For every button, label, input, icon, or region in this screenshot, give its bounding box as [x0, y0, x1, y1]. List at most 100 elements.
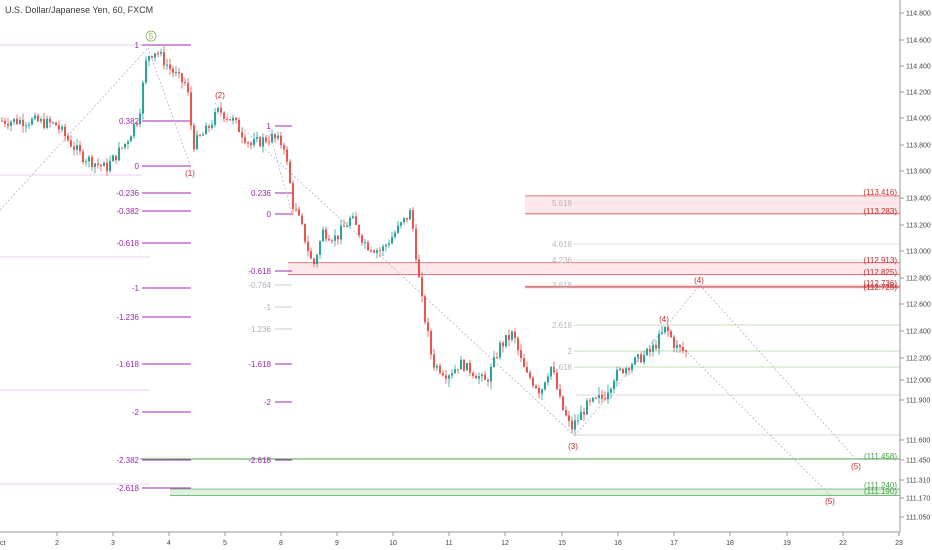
- time-tick-label: 15: [558, 540, 566, 547]
- candle-body: [619, 368, 621, 370]
- fib-left-label: -2.618: [116, 484, 139, 493]
- time-tick-label: 8: [279, 540, 283, 547]
- support-zone: [170, 489, 900, 496]
- price-tick-label: 112.400: [906, 329, 931, 336]
- fib-right-label: 1.618: [552, 363, 573, 372]
- candle-body: [553, 366, 555, 373]
- trend-line: [147, 47, 191, 166]
- candle-body: [514, 331, 516, 339]
- candle-body: [295, 209, 297, 211]
- candle-body: [544, 382, 546, 390]
- candle-body: [346, 225, 348, 227]
- candle-body: [427, 322, 429, 332]
- candle-body: [496, 357, 498, 359]
- price-tick-label: 114.400: [906, 64, 931, 71]
- candle-body: [370, 250, 372, 252]
- candle-body: [235, 117, 237, 120]
- trend-line: [267, 125, 293, 215]
- candle-body: [625, 368, 627, 374]
- candle-body: [505, 334, 507, 347]
- time-tick-label: 11: [445, 540, 452, 547]
- candle-body: [61, 126, 63, 130]
- candle-body: [535, 385, 537, 388]
- candle-body: [628, 368, 630, 370]
- candle-body: [247, 142, 249, 144]
- candle-body: [82, 151, 84, 163]
- candle-body: [181, 73, 183, 83]
- candle-body: [376, 250, 378, 253]
- candle-body: [661, 332, 663, 334]
- fib-middle-label: -2.618: [248, 456, 271, 465]
- price-tick-label: 111.170: [906, 496, 930, 503]
- fib-left-label: 1: [135, 41, 140, 50]
- candle-body: [388, 243, 390, 245]
- candle-body: [595, 397, 597, 399]
- candle-body: [10, 121, 12, 126]
- time-tick-label: 10: [389, 540, 397, 547]
- candle-body: [664, 326, 666, 333]
- candle-body: [592, 397, 594, 402]
- candle-body: [541, 389, 543, 394]
- time-tick-label: 5: [223, 540, 227, 547]
- candle-body: [340, 225, 342, 240]
- candle-body: [274, 133, 276, 139]
- candle-body: [511, 331, 513, 340]
- candle-body: [76, 145, 78, 150]
- candle-body: [229, 119, 231, 121]
- candle-body: [265, 137, 267, 142]
- candle-body: [355, 216, 357, 226]
- wave-label: (3): [568, 442, 578, 451]
- candle-body: [220, 107, 222, 113]
- time-tick-label: 23: [895, 540, 903, 547]
- candle-body: [139, 113, 141, 125]
- candle-body: [508, 334, 510, 340]
- candle-body: [268, 141, 270, 143]
- candle-body: [646, 348, 648, 356]
- candle-body: [316, 254, 318, 265]
- candle-body: [685, 350, 687, 352]
- time-tick-label: 22: [839, 540, 847, 547]
- price-level-labels: (113.416) (113.283) (112.913) (112.825) (112…: [863, 188, 897, 496]
- candle-body: [634, 357, 636, 365]
- price-tick-label: 113.000: [906, 249, 931, 256]
- price-level-label: (111.190): [864, 487, 897, 496]
- candle-body: [478, 376, 480, 379]
- candle-body: [361, 235, 363, 243]
- candle-body: [223, 112, 225, 119]
- candle-body: [397, 225, 399, 233]
- candle-body: [160, 52, 162, 54]
- candle-body: [676, 345, 678, 348]
- fib-middle-label: -2: [264, 398, 272, 407]
- candle-body: [673, 336, 675, 348]
- candle-body: [250, 142, 252, 146]
- price-level-label: (113.283): [863, 207, 897, 216]
- candle-body: [430, 331, 432, 355]
- candle-body: [406, 217, 408, 220]
- trend-line: [574, 284, 701, 437]
- candle-body: [208, 125, 210, 128]
- candle-body: [52, 122, 54, 124]
- candle-body: [97, 163, 99, 165]
- candle-body: [46, 118, 48, 128]
- candle-body: [379, 250, 381, 252]
- chart-title: U.S. Dollar/Japanese Yen, 60, FXCM: [5, 5, 154, 15]
- candle-body: [310, 251, 312, 259]
- candle-body: [403, 217, 405, 223]
- candle-body: [121, 147, 123, 149]
- fib-left-label: -0.618: [116, 239, 139, 248]
- candle-body: [466, 362, 468, 371]
- candles: [1, 46, 687, 435]
- fib-left-label: -1.236: [116, 313, 139, 322]
- candle-body: [91, 156, 93, 167]
- candle-body: [358, 225, 360, 236]
- candle-body: [55, 122, 57, 126]
- candle-body: [550, 366, 552, 377]
- candle-body: [436, 365, 438, 368]
- candle-body: [439, 365, 441, 374]
- candle-body: [190, 92, 192, 126]
- fib-left-label: -0.382: [116, 207, 139, 216]
- time-tick-label: 9: [335, 540, 339, 547]
- candle-body: [283, 145, 285, 150]
- candle-body: [106, 162, 108, 172]
